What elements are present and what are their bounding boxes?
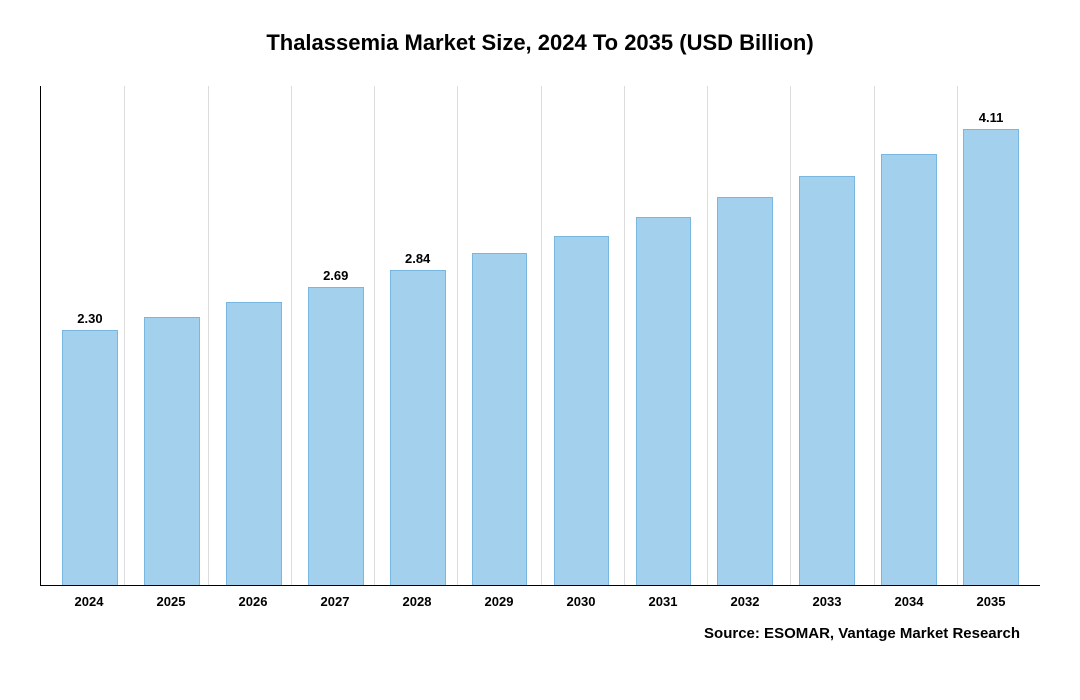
chart-title: Thalassemia Market Size, 2024 To 2035 (U… [40, 30, 1040, 56]
grid-line [208, 86, 209, 585]
bar [636, 217, 692, 585]
bar-slot: 4.11 [950, 86, 1032, 585]
x-tick: 2028 [376, 594, 458, 609]
x-tick: 2024 [48, 594, 130, 609]
x-tick: 2025 [130, 594, 212, 609]
bar-slot [459, 86, 541, 585]
bar [963, 129, 1019, 585]
grid-line [874, 86, 875, 585]
grid-line [624, 86, 625, 585]
bar-slot: 2.69 [295, 86, 377, 585]
x-axis: 2024202520262027202820292030203120322033… [40, 586, 1040, 609]
bar-value-label: 2.30 [77, 311, 102, 326]
chart-container: Thalassemia Market Size, 2024 To 2035 (U… [0, 0, 1080, 700]
x-tick: 2029 [458, 594, 540, 609]
x-tick: 2031 [622, 594, 704, 609]
bar-slot [704, 86, 786, 585]
bar [144, 317, 200, 585]
x-tick: 2030 [540, 594, 622, 609]
bar-value-label: 2.69 [323, 268, 348, 283]
x-tick: 2034 [868, 594, 950, 609]
bar [799, 176, 855, 585]
bar-slot: 2.84 [377, 86, 459, 585]
bar [390, 270, 446, 585]
bar-slot [786, 86, 868, 585]
x-tick: 2035 [950, 594, 1032, 609]
grid-line [790, 86, 791, 585]
grid-line [457, 86, 458, 585]
grid-line [124, 86, 125, 585]
bar [554, 236, 610, 585]
x-tick: 2032 [704, 594, 786, 609]
bar-slot [541, 86, 623, 585]
bar [881, 154, 937, 585]
bar-slot [131, 86, 213, 585]
bar [226, 302, 282, 585]
plot-area: 2.30 2.69 2.84 4.11 [40, 86, 1040, 586]
bar-value-label: 2.84 [405, 251, 430, 266]
bar [472, 253, 528, 585]
grid-line [291, 86, 292, 585]
grid-line [957, 86, 958, 585]
bar-slot [868, 86, 950, 585]
grid-line [707, 86, 708, 585]
bar-slot: 2.30 [49, 86, 131, 585]
source-text: Source: ESOMAR, Vantage Market Research [40, 625, 1040, 642]
x-tick: 2033 [786, 594, 868, 609]
grid-line [541, 86, 542, 585]
bar [308, 287, 364, 585]
x-tick: 2026 [212, 594, 294, 609]
bar-slot [622, 86, 704, 585]
bar-value-label: 4.11 [979, 110, 1004, 125]
bar-slot [213, 86, 295, 585]
x-tick: 2027 [294, 594, 376, 609]
bar [717, 197, 773, 585]
bar [62, 330, 118, 585]
grid-line [374, 86, 375, 585]
